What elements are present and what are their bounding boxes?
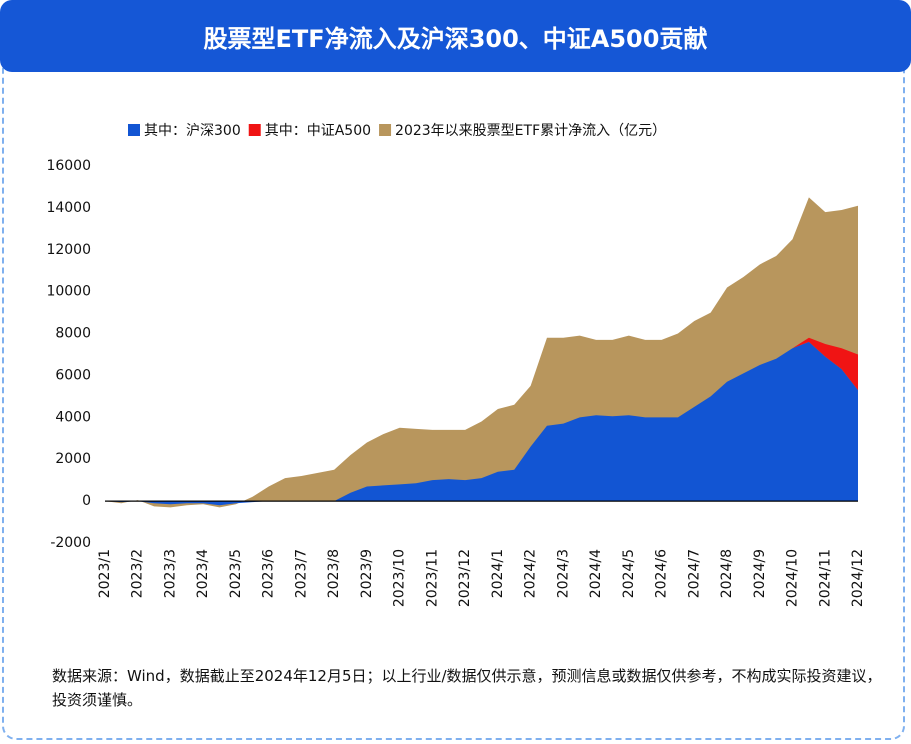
chart: -2000 0 2000 4000 6000 8000 10000 12000 14000 160… (46, 123, 866, 607)
footnote: 数据来源：Wind，数据截止至2024年12月5日；以上行业/数据仅供示意，预测… (52, 667, 882, 709)
x-tick-label: 2023/6 (261, 549, 277, 598)
x-tick-label: 2024/1 (490, 549, 506, 598)
area-hs300 (105, 341, 858, 506)
y-tick-label: 2000 (55, 451, 91, 467)
banner-title: 股票型ETF净流入及沪深300、中证A500贡献 (0, 0, 911, 72)
x-tick-label: 2023/2 (130, 549, 146, 598)
x-tick-label: 2023/10 (392, 549, 408, 607)
x-tick-label: 2024/4 (588, 549, 604, 598)
x-tick-label: 2023/9 (359, 549, 375, 598)
y-tick-label: 16000 (46, 158, 91, 174)
x-tick-label: 2023/7 (293, 549, 309, 598)
x-tick-label: 2024/2 (523, 549, 539, 598)
x-tick-label: 2023/4 (195, 549, 211, 598)
x-tick-label: 2023/3 (162, 549, 178, 598)
y-tick-label: 10000 (46, 284, 91, 300)
legend-label: 其中：沪深300 (144, 123, 241, 139)
y-tick-label: -2000 (50, 535, 91, 551)
y-tick-label: 6000 (55, 367, 91, 383)
x-tick-label: 2023/12 (457, 549, 473, 607)
x-tick-label: 2023/8 (326, 549, 342, 598)
y-tick-label: 4000 (55, 409, 91, 425)
x-tick-label: 2023/5 (228, 549, 244, 598)
x-tick-label: 2024/7 (686, 549, 702, 598)
legend-label: 2023年以来股票型ETF累计净流入（亿元） (395, 123, 666, 139)
x-tick-label: 2024/9 (752, 549, 768, 598)
x-tick-label: 2024/10 (785, 549, 801, 607)
y-tick-label: 14000 (46, 200, 91, 216)
x-tick-label: 2024/11 (817, 549, 833, 607)
y-tick-label: 12000 (46, 242, 91, 258)
legend-swatch (128, 124, 140, 136)
y-tick-label: 0 (82, 493, 91, 509)
x-tick-label: 2024/12 (850, 549, 866, 607)
legend-swatch (248, 124, 261, 136)
legend-swatch (379, 124, 392, 136)
x-tick-label: 2024/3 (555, 549, 571, 598)
x-tick-label: 2024/8 (719, 549, 735, 598)
x-tick-label: 2024/6 (654, 549, 670, 598)
y-tick-label: 8000 (55, 326, 91, 342)
x-tick-label: 2023/11 (424, 549, 440, 607)
x-tick-label: 2024/5 (621, 549, 637, 598)
x-tick-label: 2023/1 (97, 549, 113, 598)
legend-label: 其中：中证A500 (265, 123, 371, 139)
